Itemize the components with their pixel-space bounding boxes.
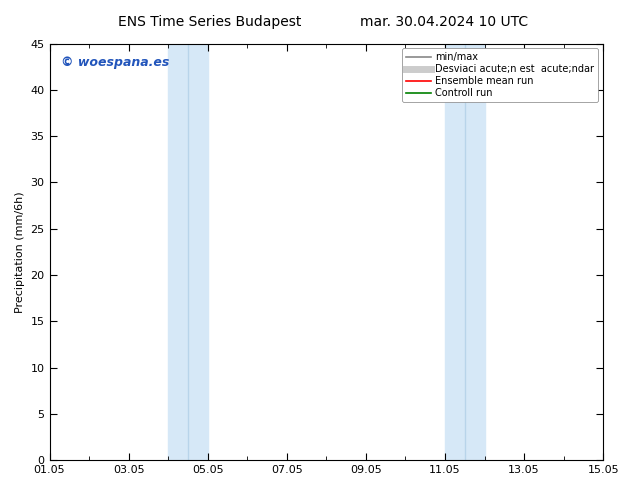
Y-axis label: Precipitation (mm/6h): Precipitation (mm/6h)	[15, 191, 25, 313]
Text: mar. 30.04.2024 10 UTC: mar. 30.04.2024 10 UTC	[359, 15, 528, 29]
Bar	[168, 44, 208, 460]
Text: © woespana.es: © woespana.es	[61, 56, 169, 69]
Bar	[445, 44, 484, 460]
Text: ENS Time Series Budapest: ENS Time Series Budapest	[117, 15, 301, 29]
Legend: min/max, Desviaci acute;n est  acute;ndar, Ensemble mean run, Controll run: min/max, Desviaci acute;n est acute;ndar…	[403, 49, 598, 102]
